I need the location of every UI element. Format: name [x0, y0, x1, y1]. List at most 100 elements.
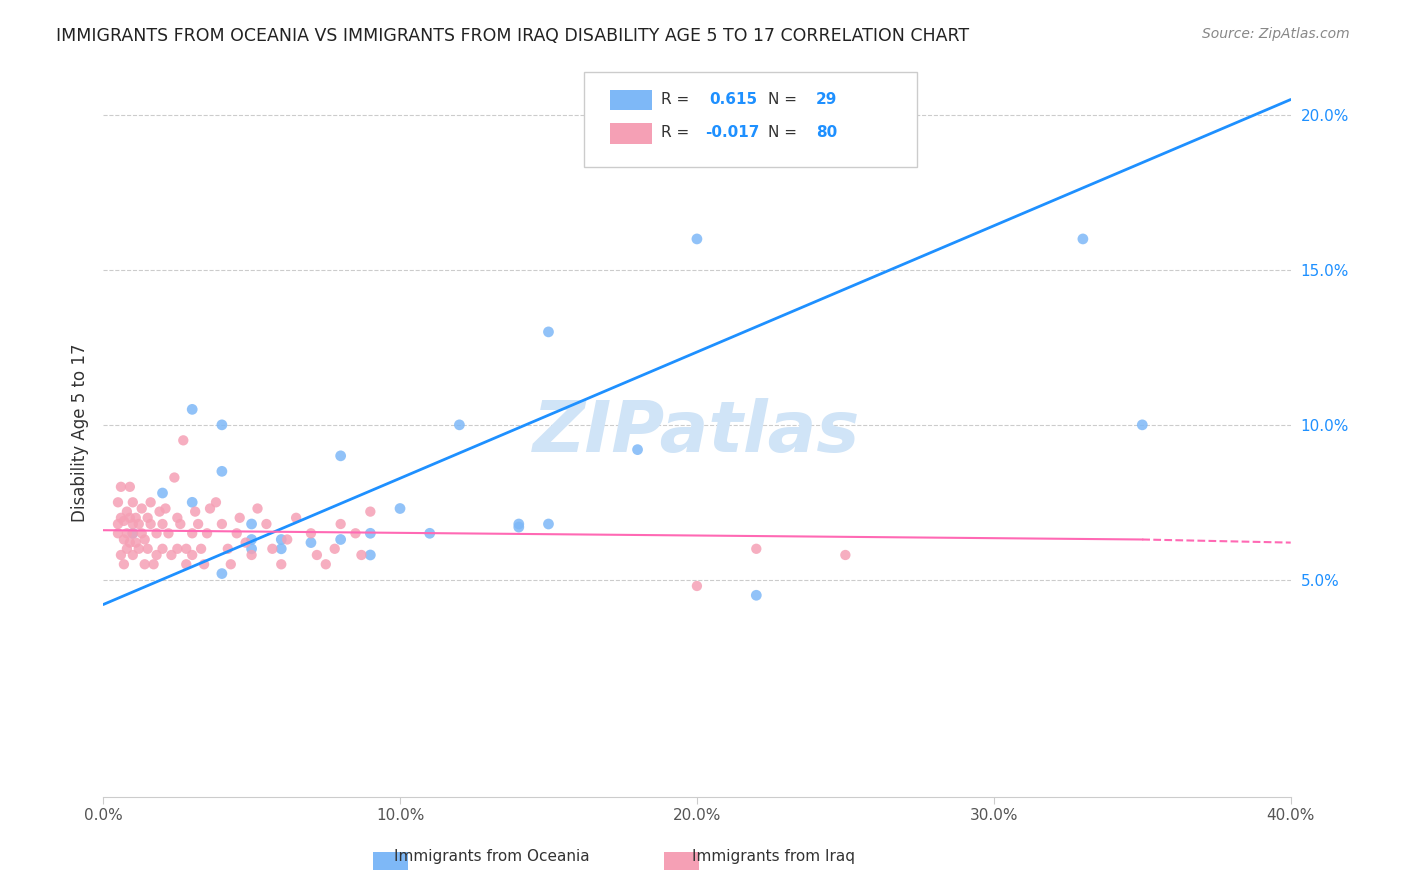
Point [112, 533, 135, 547]
Text: R =: R = [661, 125, 689, 140]
Text: -0.017: -0.017 [706, 125, 759, 140]
Point [240, 541, 263, 556]
Point [118, 480, 141, 494]
Point [323, 541, 346, 556]
Text: R =: R = [661, 92, 689, 107]
FancyBboxPatch shape [610, 123, 652, 144]
Point [128, 516, 150, 531]
Point [121, 548, 143, 562]
FancyBboxPatch shape [610, 89, 652, 110]
Point [115, 505, 138, 519]
Text: N =: N = [768, 92, 797, 107]
Point [112, 514, 135, 528]
Point [181, 526, 204, 541]
Point [184, 505, 207, 519]
Point [160, 548, 183, 562]
Point [110, 480, 132, 494]
Point [211, 417, 233, 432]
Point [217, 541, 239, 556]
Point [508, 516, 530, 531]
Point [537, 325, 560, 339]
Point [174, 558, 197, 572]
Point [686, 232, 709, 246]
Point [136, 541, 159, 556]
Point [118, 535, 141, 549]
Text: IMMIGRANTS FROM OCEANIA VS IMMIGRANTS FROM IRAQ DISABILITY AGE 5 TO 17 CORRELATI: IMMIGRANTS FROM OCEANIA VS IMMIGRANTS FR… [56, 27, 969, 45]
Point [299, 535, 322, 549]
Point [195, 526, 218, 541]
Point [121, 516, 143, 531]
Point [359, 526, 381, 541]
Point [125, 511, 148, 525]
Point [419, 526, 441, 541]
Point [110, 548, 132, 562]
Point [449, 417, 471, 432]
Point [193, 558, 215, 572]
Point [359, 548, 381, 562]
Point [299, 526, 322, 541]
Point [139, 495, 162, 509]
Point [359, 505, 381, 519]
Point [211, 566, 233, 581]
Point [240, 548, 263, 562]
Point [107, 495, 129, 509]
Point [315, 558, 337, 572]
Text: 0.615: 0.615 [709, 92, 756, 107]
Point [745, 541, 768, 556]
Text: Immigrants from Oceania: Immigrants from Oceania [394, 849, 591, 863]
Point [121, 495, 143, 509]
Point [190, 541, 212, 556]
Point [745, 588, 768, 602]
Text: 80: 80 [815, 125, 837, 140]
Point [121, 526, 143, 541]
Point [225, 526, 247, 541]
Point [1130, 417, 1153, 432]
Point [276, 533, 298, 547]
Point [187, 516, 209, 531]
Point [172, 434, 194, 448]
Point [235, 535, 257, 549]
Point [205, 495, 228, 509]
Point [131, 526, 153, 541]
Point [211, 516, 233, 531]
Point [198, 501, 221, 516]
Point [155, 501, 177, 516]
Point [112, 558, 135, 572]
Point [139, 516, 162, 531]
Text: Immigrants from Iraq: Immigrants from Iraq [692, 849, 855, 863]
Point [270, 533, 292, 547]
Point [181, 548, 204, 562]
Point [163, 470, 186, 484]
Point [128, 541, 150, 556]
Point [228, 511, 250, 525]
Point [145, 526, 167, 541]
Point [305, 548, 328, 562]
Point [125, 535, 148, 549]
Point [136, 511, 159, 525]
Point [134, 533, 156, 547]
Point [329, 516, 352, 531]
Text: N =: N = [768, 125, 797, 140]
Point [240, 533, 263, 547]
Point [219, 558, 242, 572]
Point [350, 548, 373, 562]
Point [121, 526, 143, 541]
Point [285, 511, 308, 525]
Point [142, 558, 165, 572]
Point [329, 449, 352, 463]
Text: 29: 29 [815, 92, 837, 107]
Point [270, 558, 292, 572]
Point [152, 541, 174, 556]
Point [626, 442, 648, 457]
Point [166, 511, 188, 525]
Point [1071, 232, 1094, 246]
Point [107, 516, 129, 531]
Point [254, 516, 277, 531]
Point [537, 516, 560, 531]
Point [508, 520, 530, 534]
Point [262, 541, 284, 556]
Y-axis label: Disability Age 5 to 17: Disability Age 5 to 17 [72, 343, 89, 522]
Point [115, 526, 138, 541]
Text: Source: ZipAtlas.com: Source: ZipAtlas.com [1202, 27, 1350, 41]
Point [148, 505, 170, 519]
